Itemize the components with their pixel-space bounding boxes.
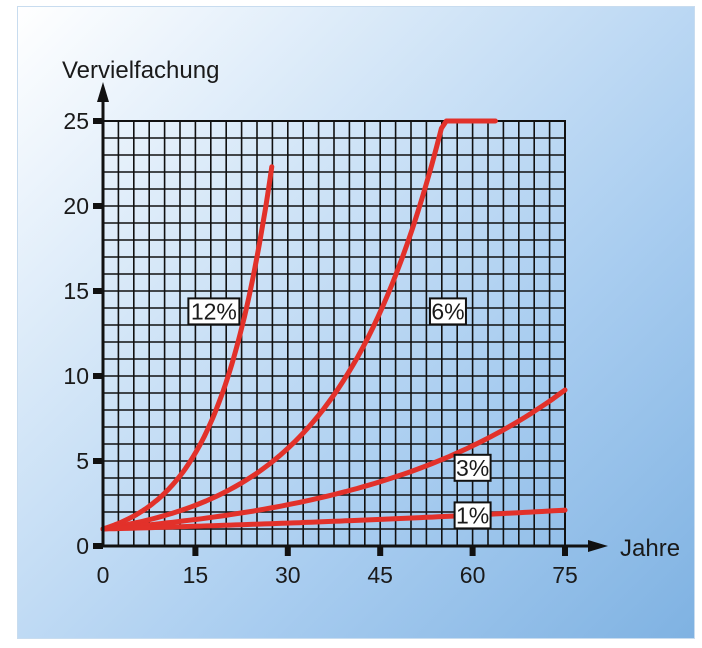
series-line-3pct [100,387,568,532]
series-labels: 12% 6% 3% 1% [187,297,492,530]
x-tick-label: 15 [183,562,209,588]
y-tick-label: 5 [76,448,89,474]
series-label-box [453,453,492,482]
y-tick-mark [93,203,103,209]
series-label: 3% [456,455,489,481]
x-tick-label: 75 [552,562,578,588]
y-tick-label: 15 [63,278,89,304]
y-tick-mark [93,543,103,549]
series-label: 12% [191,298,237,324]
series-label: 1% [456,502,489,528]
ticks: 0 5 10 15 20 25 0 15 30 45 60 75 [63,108,577,588]
series-label-box [428,297,467,326]
axes [97,82,608,552]
chart-background [17,6,695,639]
y-tick-mark [93,458,103,464]
x-tick-mark [192,546,199,556]
x-axis-label: Jahre [620,535,680,562]
y-tick-label: 0 [76,533,89,559]
series-label-box [453,501,492,530]
x-tick-label: 45 [367,562,393,588]
x-tick-label: 30 [275,562,301,588]
y-tick-label: 20 [63,193,89,219]
y-tick-label: 10 [63,363,89,389]
x-tick-label: 60 [460,562,486,588]
series-label: 6% [431,298,464,324]
series-line-12pct [100,164,275,532]
x-tick-mark [377,546,384,556]
y-tick-mark [93,118,103,124]
y-axis-arrow [97,82,109,102]
y-axis-label: Vervielfachung [62,57,219,84]
x-tick-label: 0 [97,562,110,588]
y-tick-label: 25 [63,108,89,134]
series-line-6pct [100,118,498,532]
series-label-box [187,297,241,326]
y-tick-mark [93,288,103,294]
curves [100,118,568,532]
y-tick-mark [93,373,103,379]
x-tick-mark [562,546,568,556]
x-tick-mark [469,546,476,556]
x-tick-mark [284,546,291,556]
x-axis-arrow [588,540,608,552]
